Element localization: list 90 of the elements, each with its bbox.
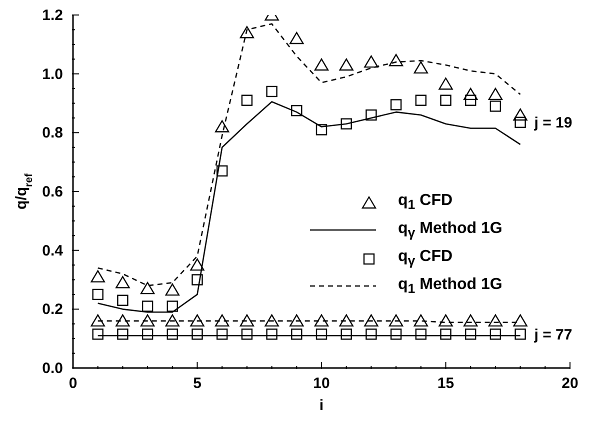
- x-tick-label: 20: [562, 375, 578, 392]
- point: [514, 328, 526, 340]
- point: [388, 54, 404, 66]
- point: [290, 314, 304, 327]
- x-tick-label: 5: [193, 375, 202, 392]
- point: [140, 282, 155, 294]
- point: [339, 58, 354, 71]
- y-tick-label: 0.4: [42, 242, 64, 260]
- point: [366, 328, 377, 340]
- legend-label: q$_{1}$ Method 1G: [398, 276, 502, 296]
- point: [340, 328, 352, 340]
- y-tick-label: 0.0: [42, 360, 63, 377]
- point: [116, 314, 130, 327]
- point: [291, 328, 302, 340]
- point: [117, 294, 128, 306]
- point: [190, 258, 204, 271]
- x-tick-label: 10: [313, 375, 330, 392]
- point: [240, 314, 254, 327]
- point: [92, 288, 104, 300]
- point: [316, 124, 328, 136]
- point: [165, 314, 180, 327]
- point: [241, 328, 253, 340]
- point: [364, 55, 378, 68]
- point: [490, 328, 502, 340]
- point: [140, 314, 155, 327]
- x-axis-title: i: [319, 397, 324, 414]
- x-tick-label: 0: [68, 375, 78, 392]
- point: [465, 94, 476, 106]
- point: [192, 274, 203, 286]
- point: [290, 32, 304, 44]
- y-tick-label: 1.0: [42, 66, 63, 83]
- point: [514, 116, 526, 128]
- point: [440, 94, 452, 106]
- point: [92, 328, 104, 340]
- y-tick-label: 0.2: [42, 301, 63, 318]
- point: [166, 300, 178, 312]
- point: [314, 314, 329, 327]
- point: [192, 328, 203, 340]
- point: [390, 99, 402, 110]
- point: [513, 108, 528, 121]
- legend-label: q$_{γ}$ CFD: [398, 248, 453, 268]
- point: [266, 86, 278, 98]
- point: [241, 94, 253, 106]
- point: [414, 314, 428, 327]
- point: [438, 78, 453, 90]
- annotation: j = 19: [533, 114, 572, 132]
- point: [264, 314, 279, 327]
- point: [390, 328, 402, 340]
- point: [314, 58, 329, 71]
- x-tick-label: 15: [437, 375, 454, 392]
- y-tick-label: 1.2: [42, 7, 63, 24]
- point: [513, 314, 528, 327]
- point: [464, 314, 478, 327]
- point: [488, 88, 503, 100]
- point: [142, 328, 154, 340]
- point: [415, 328, 426, 340]
- point: [240, 26, 254, 38]
- point: [216, 328, 228, 340]
- point: [165, 283, 180, 296]
- point: [366, 109, 377, 121]
- point: [142, 300, 154, 312]
- point: [90, 270, 105, 282]
- point: [215, 314, 230, 327]
- point: [216, 165, 228, 177]
- y-tick-label: 0.6: [42, 184, 63, 200]
- point: [414, 61, 428, 74]
- point: [116, 276, 130, 288]
- point: [415, 94, 426, 106]
- point: [291, 105, 302, 116]
- point: [266, 328, 278, 340]
- point: [90, 314, 105, 327]
- point: [166, 328, 178, 340]
- y-tick-label: 0.8: [42, 124, 63, 142]
- legend-label: q$_{1}$ CFD: [398, 192, 453, 212]
- point: [364, 314, 378, 327]
- point: [464, 88, 478, 100]
- point: [340, 118, 352, 130]
- point: [438, 314, 453, 327]
- legend-label: q$_{γ}$ Method 1G: [398, 220, 502, 240]
- point: [488, 314, 503, 327]
- point: [440, 328, 452, 340]
- point: [316, 328, 328, 340]
- point: [388, 314, 404, 327]
- point: [465, 328, 476, 340]
- point: [117, 328, 128, 340]
- point: [215, 120, 230, 132]
- annotation: j = 77: [533, 326, 572, 344]
- point: [190, 314, 204, 327]
- point: [490, 100, 502, 112]
- point: [339, 314, 354, 327]
